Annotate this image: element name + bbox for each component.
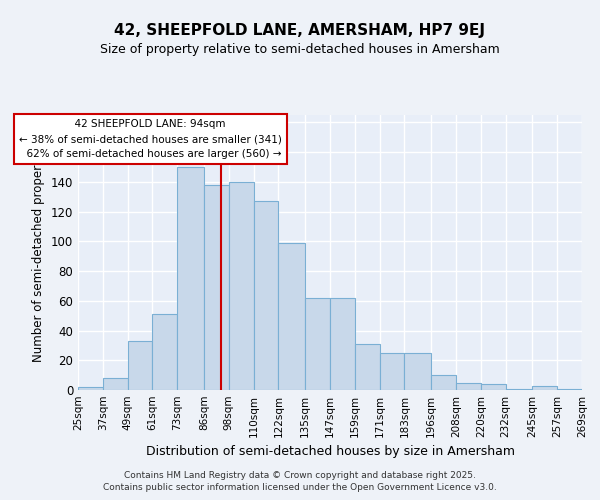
Bar xyxy=(78,387,103,390)
Bar xyxy=(204,185,229,390)
Bar xyxy=(128,341,152,390)
Bar xyxy=(506,388,532,390)
Bar xyxy=(229,182,254,390)
Bar xyxy=(481,384,506,390)
Bar xyxy=(557,388,582,390)
Y-axis label: Number of semi-detached properties: Number of semi-detached properties xyxy=(32,143,45,362)
Bar xyxy=(177,167,204,390)
Bar xyxy=(330,298,355,390)
Bar xyxy=(431,375,456,390)
Bar xyxy=(278,243,305,390)
Text: Size of property relative to semi-detached houses in Amersham: Size of property relative to semi-detach… xyxy=(100,42,500,56)
Text: 42 SHEEPFOLD LANE: 94sqm  
← 38% of semi-detached houses are smaller (341)
  62%: 42 SHEEPFOLD LANE: 94sqm ← 38% of semi-d… xyxy=(19,120,282,159)
Bar xyxy=(355,344,380,390)
Text: Contains HM Land Registry data © Crown copyright and database right 2025.
Contai: Contains HM Land Registry data © Crown c… xyxy=(103,471,497,492)
Bar xyxy=(254,201,278,390)
Text: 42, SHEEPFOLD LANE, AMERSHAM, HP7 9EJ: 42, SHEEPFOLD LANE, AMERSHAM, HP7 9EJ xyxy=(115,22,485,38)
Bar xyxy=(103,378,128,390)
Bar xyxy=(532,386,557,390)
Bar xyxy=(305,298,330,390)
Bar xyxy=(152,314,177,390)
X-axis label: Distribution of semi-detached houses by size in Amersham: Distribution of semi-detached houses by … xyxy=(146,446,515,458)
Bar xyxy=(456,382,481,390)
Bar xyxy=(380,353,404,390)
Bar xyxy=(404,353,431,390)
